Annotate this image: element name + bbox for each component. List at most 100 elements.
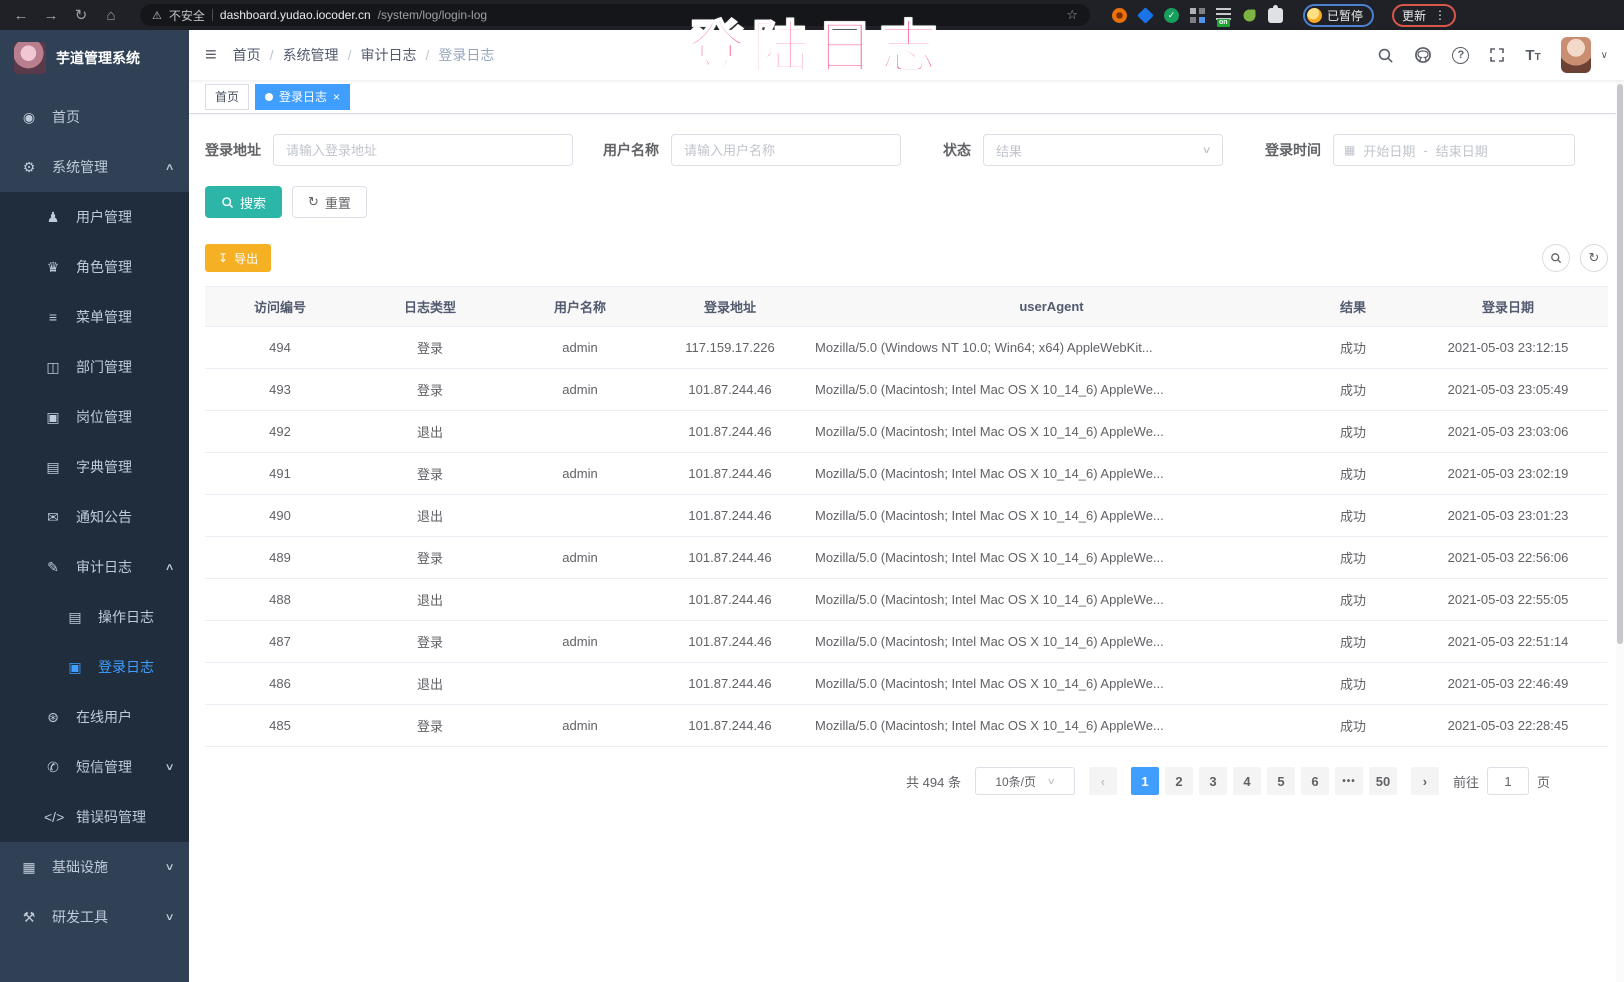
breadcrumb-system[interactable]: 系统管理 bbox=[282, 47, 339, 63]
refresh-icon: ↻ bbox=[308, 194, 319, 209]
hamburger-icon[interactable]: ≡ bbox=[205, 43, 217, 66]
update-label: 更新 bbox=[1402, 8, 1427, 23]
url-divider bbox=[211, 9, 213, 21]
cell-user_agent: Mozilla/5.0 (Macintosh; Intel Mac OS X 1… bbox=[815, 424, 1164, 439]
calendar-icon: ▦ bbox=[1344, 143, 1356, 157]
goto-page-input[interactable] bbox=[1486, 767, 1529, 795]
toggle-search-button[interactable] bbox=[1542, 244, 1570, 272]
extension-orange-icon[interactable] bbox=[1112, 7, 1127, 23]
infrastructure-icon: ▦ bbox=[22, 858, 36, 875]
profile-avatar bbox=[1307, 7, 1322, 23]
browser-toolbar: ← → ↻ ⌂ ⚠ 不安全 dashboard.yudao.iocoder.cn… bbox=[0, 0, 1624, 30]
search-button-label: 搜索 bbox=[240, 195, 267, 211]
page-button-1[interactable]: 1 bbox=[1130, 767, 1159, 795]
login-log-icon: ▣ bbox=[68, 658, 82, 675]
page-button-4[interactable]: 4 bbox=[1232, 767, 1261, 795]
sidebar-item-system-management[interactable]: ⚙ 系统管理 ∧ bbox=[0, 142, 189, 192]
page-button-6[interactable]: 6 bbox=[1300, 767, 1329, 795]
sidebar-item-user-management[interactable]: ♟ 用户管理 bbox=[0, 192, 189, 242]
cell-ip: 101.87.244.46 bbox=[688, 508, 772, 523]
login-log-table: 访问编号 日志类型 用户名称 登录地址 userAgent 结果 登录日期 494 登录 adm… bbox=[205, 286, 1608, 747]
tab-login-log[interactable]: 登录日志 × bbox=[255, 83, 351, 110]
user-avatar[interactable] bbox=[1560, 37, 1591, 73]
refresh-table-button[interactable]: ↻ bbox=[1580, 244, 1608, 272]
tab-close-icon[interactable]: × bbox=[333, 89, 341, 104]
not-secure-label[interactable]: 不安全 bbox=[168, 8, 205, 23]
avatar-caret-icon[interactable]: ∨ bbox=[1600, 49, 1608, 61]
login-time-range-picker[interactable]: ▦ 开始日期 - 结束日期 bbox=[1333, 134, 1575, 166]
login-address-input[interactable] bbox=[273, 134, 573, 166]
page-size-select[interactable]: 10条/页 ∨ bbox=[974, 767, 1075, 795]
sidebar-item-login-log[interactable]: ▣ 登录日志 bbox=[0, 642, 189, 692]
dept-management-icon: ◫ bbox=[46, 358, 60, 375]
cell-type: 登录 bbox=[416, 551, 443, 566]
next-page-button[interactable]: › bbox=[1410, 767, 1439, 795]
address-bar[interactable]: ⚠ 不安全 dashboard.yudao.iocoder.cn/system/… bbox=[140, 4, 1090, 26]
sidebar-item-dept-management[interactable]: ◫ 部门管理 bbox=[0, 342, 189, 392]
extension-grid-icon[interactable] bbox=[1190, 7, 1205, 23]
reset-button[interactable]: ↻ 重置 bbox=[292, 186, 367, 218]
sidebar-item-online-users[interactable]: ⊛ 在线用户 bbox=[0, 692, 189, 742]
page-button-5[interactable]: 5 bbox=[1266, 767, 1295, 795]
page-button-2[interactable]: 2 bbox=[1164, 767, 1193, 795]
column-header: 结果 bbox=[1339, 300, 1366, 315]
font-size-icon[interactable]: TT bbox=[1525, 46, 1541, 64]
table-header-row: 访问编号 日志类型 用户名称 登录地址 userAgent 结果 登录日期 bbox=[205, 287, 1608, 327]
extension-leaf-icon[interactable] bbox=[1243, 9, 1256, 21]
cell-user: admin bbox=[562, 634, 598, 649]
sidebar-logo-row[interactable]: 芋道管理系统 bbox=[0, 30, 189, 86]
scrollbar-thumb[interactable] bbox=[1617, 84, 1623, 644]
cell-user: admin bbox=[562, 382, 598, 397]
sidebar-item-error-code-management[interactable]: </> 错误码管理 bbox=[0, 792, 189, 842]
prev-page-button[interactable]: ‹ bbox=[1088, 767, 1117, 795]
export-button[interactable]: ↧ 导出 bbox=[205, 244, 272, 272]
browser-back-icon[interactable]: ← bbox=[13, 6, 29, 24]
sidebar-item-post-management[interactable]: ▣ 岗位管理 bbox=[0, 392, 189, 442]
bookmark-star-icon[interactable]: ☆ bbox=[1066, 7, 1078, 22]
sidebar-item-audit-log[interactable]: ✎ 审计日志 ∧ bbox=[0, 542, 189, 592]
status-select[interactable]: 结果 ∨ bbox=[983, 134, 1223, 166]
browser-menu-icon[interactable]: ⋮ bbox=[1434, 8, 1447, 22]
sidebar-item-dict-management[interactable]: ▤ 字典管理 bbox=[0, 442, 189, 492]
extension-diamond-icon[interactable] bbox=[1137, 6, 1154, 24]
extensions-puzzle-icon[interactable] bbox=[1268, 4, 1283, 23]
breadcrumb-login-log: 登录日志 bbox=[438, 47, 495, 63]
username-input[interactable] bbox=[671, 134, 901, 166]
cell-date: 2021-05-03 22:28:45 bbox=[1447, 718, 1569, 733]
sidebar-item-menu-management[interactable]: ≡ 菜单管理 bbox=[0, 292, 189, 342]
github-icon[interactable] bbox=[1414, 46, 1432, 64]
browser-home-icon[interactable]: ⌂ bbox=[106, 6, 116, 24]
tab-home[interactable]: 首页 bbox=[205, 83, 250, 110]
window-scrollbar[interactable] bbox=[1616, 30, 1624, 982]
breadcrumb-home[interactable]: 首页 bbox=[232, 47, 261, 63]
browser-profile-button[interactable]: 已暂停 bbox=[1303, 3, 1375, 27]
cell-type: 登录 bbox=[416, 467, 443, 482]
notice-announcement-icon: ✉ bbox=[47, 508, 59, 525]
breadcrumb-audit-log[interactable]: 审计日志 bbox=[360, 47, 417, 63]
cell-result: 成功 bbox=[1339, 635, 1366, 650]
cell-id: 488 bbox=[269, 592, 291, 607]
browser-update-button[interactable]: 更新 ⋮ bbox=[1392, 3, 1457, 27]
sidebar-item-dev-tools[interactable]: ⚒ 研发工具 ∨ bbox=[0, 892, 189, 942]
sidebar-item-operation-log[interactable]: ▤ 操作日志 bbox=[0, 592, 189, 642]
menu-management-icon: ≡ bbox=[48, 309, 58, 325]
search-button[interactable]: 搜索 bbox=[205, 186, 283, 218]
sidebar-item-sms-management[interactable]: ✆ 短信管理 ∨ bbox=[0, 742, 189, 792]
cell-user_agent: Mozilla/5.0 (Macintosh; Intel Mac OS X 1… bbox=[815, 550, 1164, 565]
page-button-3[interactable]: 3 bbox=[1198, 767, 1227, 795]
sidebar-item-infrastructure[interactable]: ▦ 基础设施 ∨ bbox=[0, 842, 189, 892]
pager-ellipsis[interactable]: ••• bbox=[1334, 767, 1363, 795]
help-icon[interactable]: ? bbox=[1452, 46, 1470, 64]
sidebar-item-home[interactable]: ◉ 首页 bbox=[0, 92, 189, 142]
extension-check-icon[interactable]: ✓ bbox=[1164, 7, 1179, 23]
page-button-50[interactable]: 50 bbox=[1368, 767, 1397, 795]
fullscreen-icon[interactable] bbox=[1489, 47, 1505, 63]
cell-user_agent: Mozilla/5.0 (Windows NT 10.0; Win64; x64… bbox=[815, 340, 1153, 355]
sidebar-item-role-management[interactable]: ♛ 角色管理 bbox=[0, 242, 189, 292]
sidebar-item-notice-announcement[interactable]: ✉ 通知公告 bbox=[0, 492, 189, 542]
browser-reload-icon[interactable]: ↻ bbox=[74, 7, 88, 24]
browser-forward-icon[interactable]: → bbox=[43, 6, 59, 24]
search-icon[interactable] bbox=[1377, 47, 1394, 64]
extension-list-on-icon[interactable]: on bbox=[1216, 7, 1231, 27]
